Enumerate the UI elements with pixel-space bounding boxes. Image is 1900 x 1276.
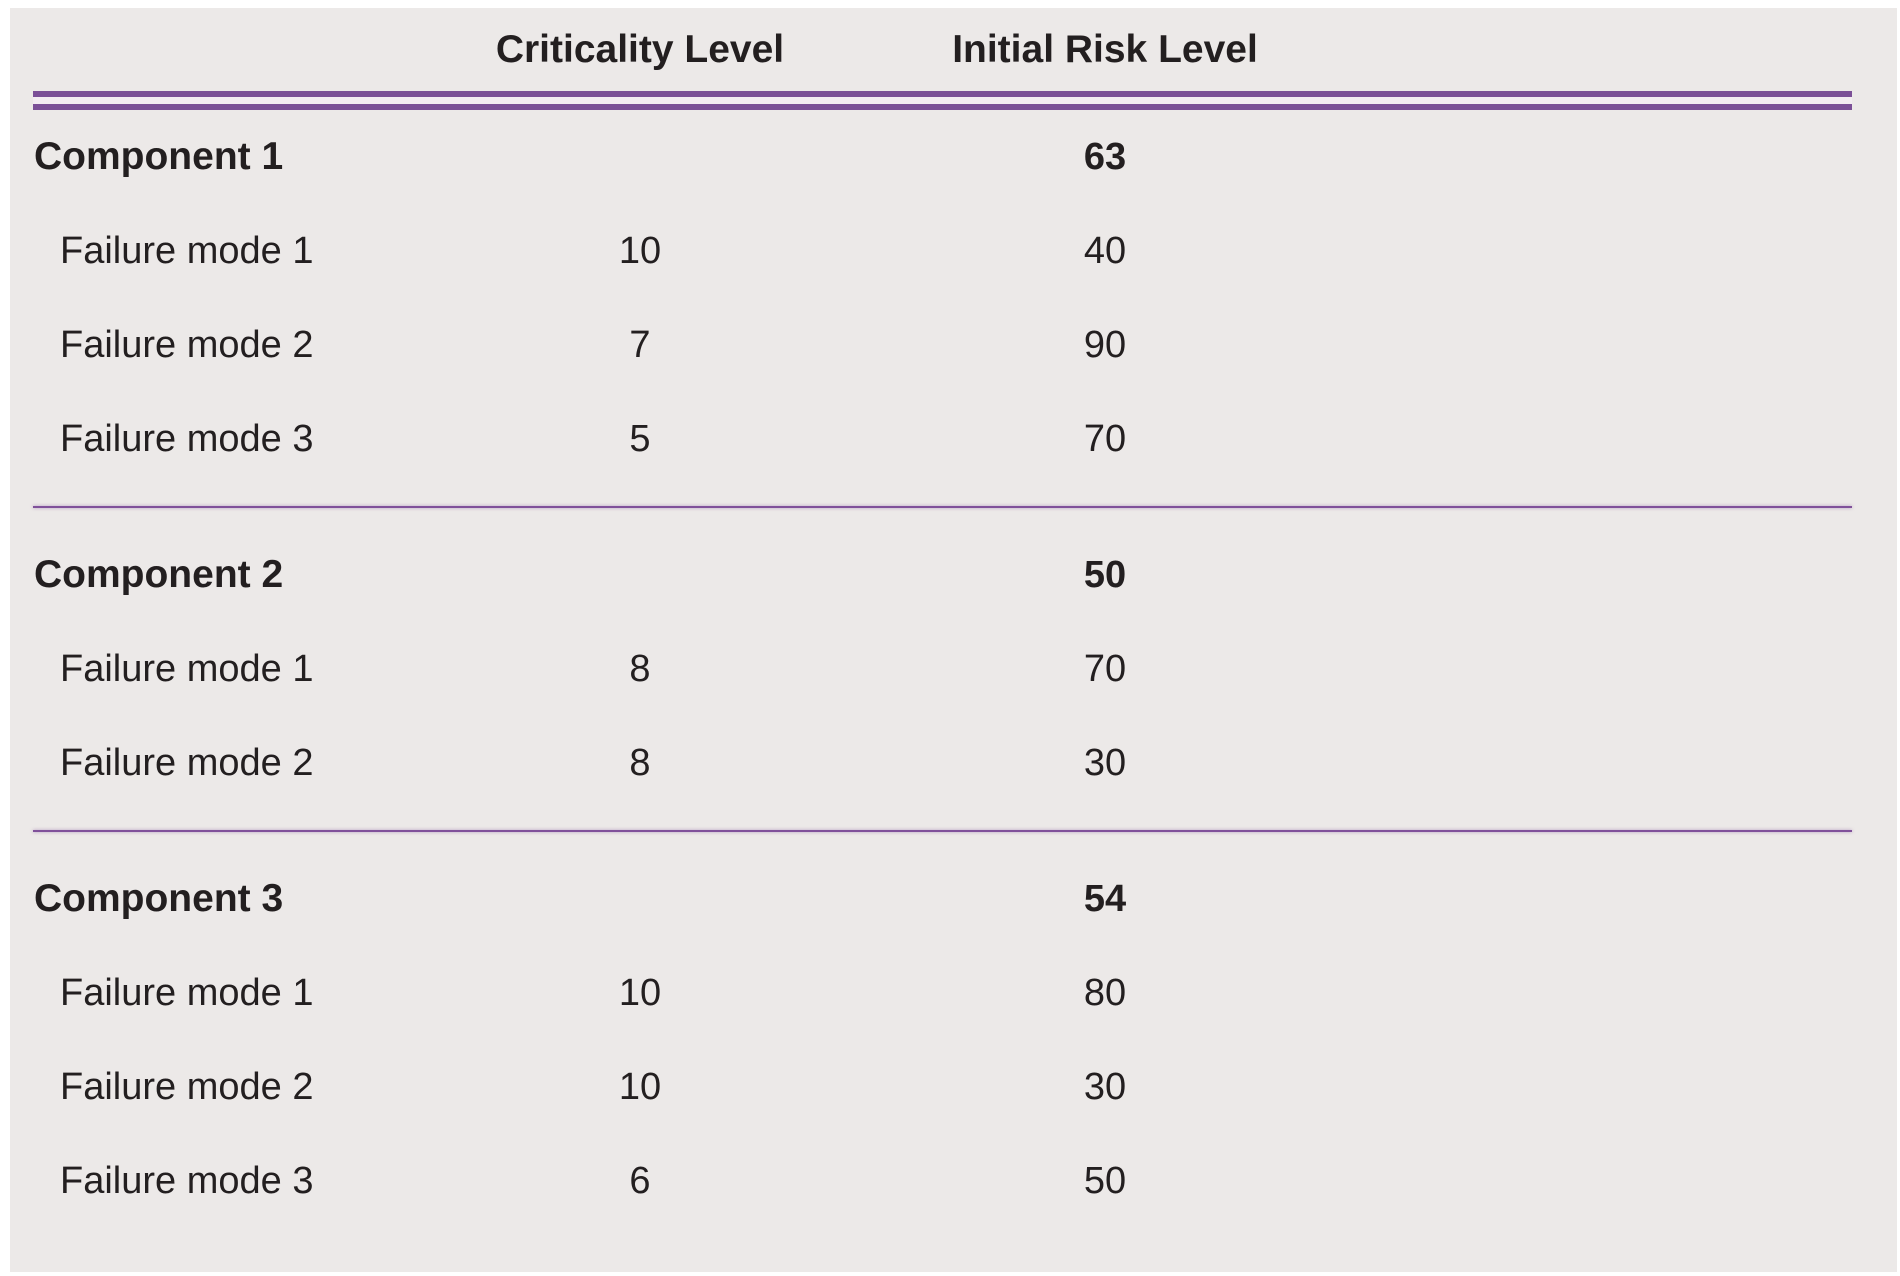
risk-value: 70 [1083, 647, 1127, 690]
criticality-value: 7 [629, 323, 651, 366]
failure-mode-row: Failure mode 2 8 30 [10, 716, 1897, 810]
risk-value: 40 [1083, 229, 1127, 272]
failure-mode-label: Failure mode 3 [60, 1159, 314, 1202]
section-divider-rule [33, 506, 1852, 508]
failure-mode-label: Failure mode 1 [60, 647, 314, 690]
header-initial-risk-level: Initial Risk Level [952, 27, 1258, 71]
criticality-value: 6 [629, 1159, 651, 1202]
component-label: Component 3 [34, 877, 284, 920]
failure-mode-row: Failure mode 1 10 80 [10, 946, 1897, 1040]
failure-mode-label: Failure mode 1 [60, 229, 314, 272]
component-risk-total: 50 [1083, 553, 1127, 596]
failure-mode-label: Failure mode 2 [60, 741, 314, 784]
criticality-value: 5 [629, 417, 651, 460]
header-criticality-level: Criticality Level [495, 27, 785, 71]
failure-mode-row: Failure mode 1 10 40 [10, 204, 1897, 298]
risk-value: 80 [1083, 971, 1127, 1014]
failure-mode-row: Failure mode 3 5 70 [10, 392, 1897, 486]
criticality-value: 8 [629, 647, 651, 690]
section-divider-rule [33, 830, 1852, 832]
criticality-value: 8 [629, 741, 651, 784]
failure-mode-label: Failure mode 1 [60, 971, 314, 1014]
criticality-value: 10 [618, 1065, 662, 1108]
table-header-row: Criticality Level Initial Risk Level [10, 8, 1897, 91]
failure-mode-row: Failure mode 3 6 50 [10, 1134, 1897, 1228]
criticality-value: 10 [618, 229, 662, 272]
failure-mode-row: Failure mode 2 7 90 [10, 298, 1897, 392]
risk-value: 70 [1083, 417, 1127, 460]
component-1-section: Component 1 63 Failure mode 1 10 40 Fail… [10, 110, 1897, 486]
component-2-section: Component 2 50 Failure mode 1 8 70 Failu… [10, 528, 1897, 810]
failure-mode-row: Failure mode 2 10 30 [10, 1040, 1897, 1134]
risk-value: 90 [1083, 323, 1127, 366]
component-risk-total: 63 [1083, 135, 1127, 178]
risk-value: 30 [1083, 1065, 1127, 1108]
failure-mode-label: Failure mode 3 [60, 417, 314, 460]
header-double-rule [33, 91, 1852, 110]
component-row: Component 1 63 [10, 110, 1897, 204]
component-3-section: Component 3 54 Failure mode 1 10 80 Fail… [10, 852, 1897, 1228]
risk-value: 50 [1083, 1159, 1127, 1202]
failure-mode-row: Failure mode 1 8 70 [10, 622, 1897, 716]
component-row: Component 3 54 [10, 852, 1897, 946]
risk-value: 30 [1083, 741, 1127, 784]
component-label: Component 2 [34, 553, 284, 596]
failure-mode-label: Failure mode 2 [60, 1065, 314, 1108]
component-row: Component 2 50 [10, 528, 1897, 622]
fmeca-table: Criticality Level Initial Risk Level Com… [10, 8, 1897, 1272]
component-risk-total: 54 [1083, 877, 1127, 920]
failure-mode-label: Failure mode 2 [60, 323, 314, 366]
criticality-value: 10 [618, 971, 662, 1014]
component-label: Component 1 [34, 135, 284, 178]
